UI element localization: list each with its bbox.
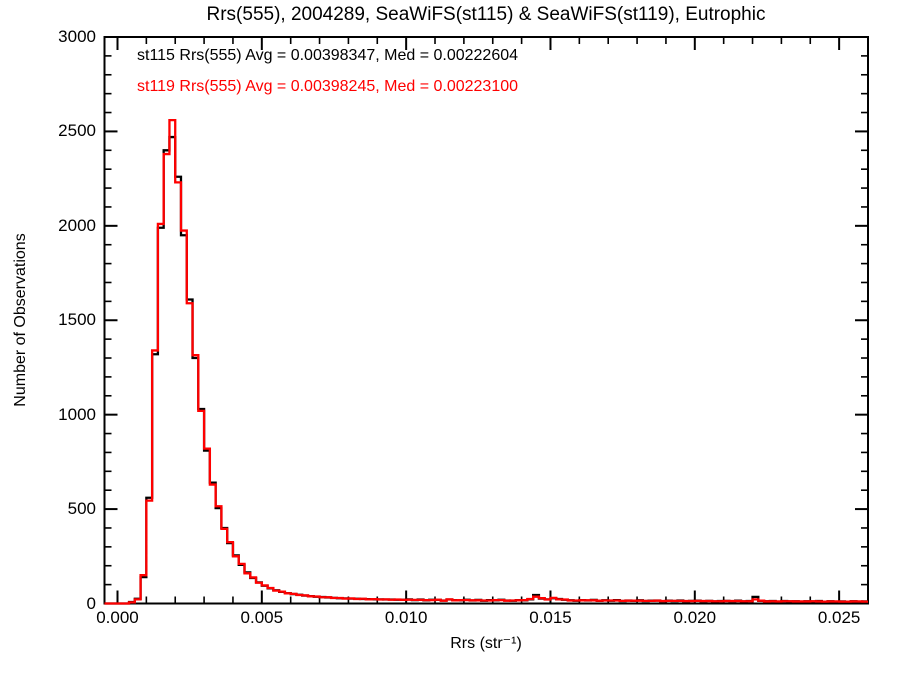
- y-tick-label: 2500: [58, 121, 96, 141]
- y-tick-label: 1000: [58, 404, 96, 424]
- x-tick-label: 0.005: [240, 608, 284, 627]
- legend-label-st119: st119 Rrs(555) Avg = 0.00398245, Med = 0…: [137, 78, 519, 95]
- y-axis-title: Number of Observations: [12, 233, 29, 407]
- legend-entry-st119: st119 Rrs(555) Avg = 0.00398245, Med = 0…: [137, 78, 518, 96]
- y-tick-label: 1500: [58, 310, 96, 330]
- y-tick-label: 500: [67, 499, 96, 519]
- x-tick-label: 0.010: [384, 608, 428, 627]
- x-tick-label: 0.000: [96, 608, 139, 627]
- y-tick-label: 2000: [58, 215, 96, 235]
- y-tick-label: 3000: [58, 27, 96, 46]
- x-tick-label: 0.020: [673, 608, 717, 627]
- legend-label-st115: st115 Rrs(555) Avg = 0.00398347, Med = 0…: [137, 47, 519, 64]
- x-tick-label: 0.015: [529, 608, 572, 627]
- legend-entry-st115: st115 Rrs(555) Avg = 0.00398347, Med = 0…: [137, 47, 518, 65]
- x-axis-title: Rrs (str⁻¹): [450, 635, 522, 652]
- chart-title: Rrs(555), 2004289, SeaWiFS(st115) & SeaW…: [206, 4, 766, 25]
- series-st119: [104, 118, 868, 605]
- x-tick-label: 0.025: [817, 608, 861, 627]
- y-tick-label: 0: [86, 593, 96, 613]
- series-st115: [104, 135, 868, 605]
